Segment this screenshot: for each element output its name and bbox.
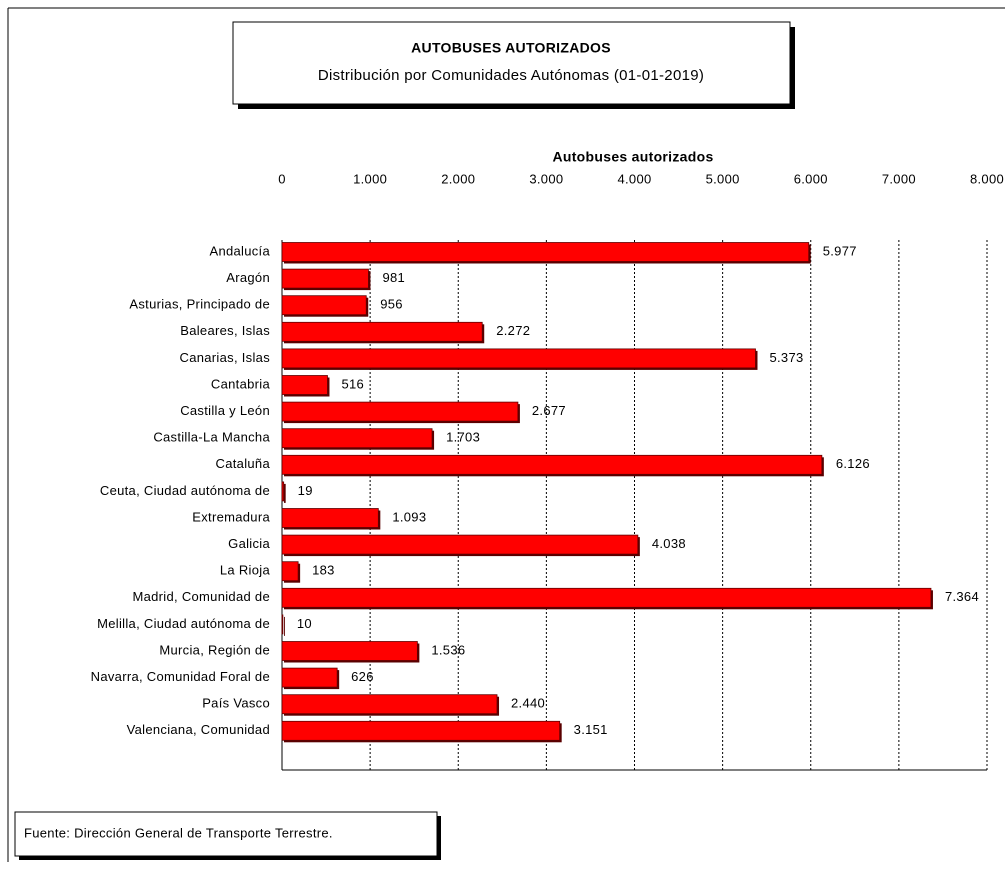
bar bbox=[281, 614, 284, 635]
bar-shadow bbox=[284, 483, 286, 503]
data-label: 2.440 bbox=[511, 696, 545, 711]
data-label: 183 bbox=[312, 563, 335, 578]
x-tick-label: 0 bbox=[278, 171, 286, 186]
x-tick-label: 1.000 bbox=[353, 171, 387, 186]
x-tick-label: 5.000 bbox=[706, 171, 740, 186]
source: Fuente: Dirección General de Transporte … bbox=[24, 825, 333, 840]
data-label: 2.677 bbox=[532, 403, 566, 418]
bar bbox=[281, 587, 932, 608]
y-tick-label: Madrid, Comunidad de bbox=[132, 589, 270, 604]
y-tick-label: País Vasco bbox=[202, 696, 270, 711]
y-tick-label: Cantabria bbox=[211, 376, 271, 391]
y-tick-label: Extremadura bbox=[192, 509, 270, 524]
data-label: 19 bbox=[298, 483, 313, 498]
bar-shadow bbox=[284, 616, 285, 636]
data-label: 3.151 bbox=[574, 722, 608, 737]
y-tick-label: Melilla, Ciudad autónoma de bbox=[97, 616, 270, 631]
data-label: 956 bbox=[380, 297, 403, 312]
y-tick-label: Castilla-La Mancha bbox=[153, 430, 270, 445]
x-tick-label: 2.000 bbox=[441, 171, 475, 186]
x-tick-label: 4.000 bbox=[617, 171, 651, 186]
y-tick-label: Valenciana, Comunidad bbox=[127, 722, 270, 737]
data-label: 2.272 bbox=[496, 323, 530, 338]
bar bbox=[281, 641, 418, 661]
data-label: 981 bbox=[382, 270, 405, 285]
axis-title: Autobuses autorizados bbox=[552, 149, 713, 165]
bar bbox=[281, 375, 328, 395]
bar bbox=[281, 428, 433, 449]
bar bbox=[281, 321, 483, 342]
x-tick-label: 7.000 bbox=[882, 171, 916, 186]
y-tick-label: Canarias, Islas bbox=[180, 350, 271, 365]
y-tick-label: Baleares, Islas bbox=[180, 323, 270, 338]
bar bbox=[281, 667, 338, 688]
data-label: 5.977 bbox=[823, 243, 857, 258]
y-tick-label: Galicia bbox=[228, 536, 270, 551]
data-label: 626 bbox=[351, 669, 374, 684]
data-label: 1.536 bbox=[431, 642, 465, 657]
data-label: 10 bbox=[297, 616, 312, 631]
x-tick-label: 3.000 bbox=[529, 171, 563, 186]
title-box bbox=[232, 21, 791, 105]
y-tick-label: Murcia, Región de bbox=[159, 642, 270, 657]
chart-title: AUTOBUSES AUTORIZADOS bbox=[411, 40, 611, 56]
y-tick-label: Cataluña bbox=[216, 456, 271, 471]
y-tick-label: Asturias, Principado de bbox=[129, 297, 270, 312]
y-tick-label: Andalucía bbox=[209, 243, 270, 258]
y-tick-label: Navarra, Comunidad Foral de bbox=[91, 669, 270, 684]
bar bbox=[281, 401, 519, 422]
bar bbox=[281, 454, 823, 475]
y-tick-label: Ceuta, Ciudad autónoma de bbox=[100, 483, 270, 498]
bar bbox=[281, 534, 639, 555]
y-tick-label: Castilla y León bbox=[180, 403, 270, 418]
data-label: 4.038 bbox=[652, 536, 686, 551]
bar bbox=[281, 268, 369, 289]
bar bbox=[281, 694, 498, 715]
y-tick-label: La Rioja bbox=[220, 563, 271, 578]
bar bbox=[281, 720, 561, 741]
bar bbox=[281, 561, 299, 582]
source-box bbox=[14, 811, 438, 857]
data-label: 1.093 bbox=[392, 509, 426, 524]
chart-subtitle: Distribución por Comunidades Autónomas (… bbox=[318, 67, 704, 84]
bar bbox=[281, 242, 810, 262]
data-label: 6.126 bbox=[836, 456, 870, 471]
bar bbox=[281, 348, 756, 369]
bar bbox=[281, 481, 285, 502]
data-label: 7.364 bbox=[945, 589, 979, 604]
x-tick-label: 6.000 bbox=[794, 171, 828, 186]
x-tick-label: 8.000 bbox=[970, 171, 1004, 186]
y-tick-label: Aragón bbox=[226, 270, 270, 285]
data-label: 1.703 bbox=[446, 430, 480, 445]
bar bbox=[281, 508, 379, 528]
data-label: 516 bbox=[341, 376, 364, 391]
bar bbox=[281, 295, 367, 316]
data-label: 5.373 bbox=[769, 350, 803, 365]
